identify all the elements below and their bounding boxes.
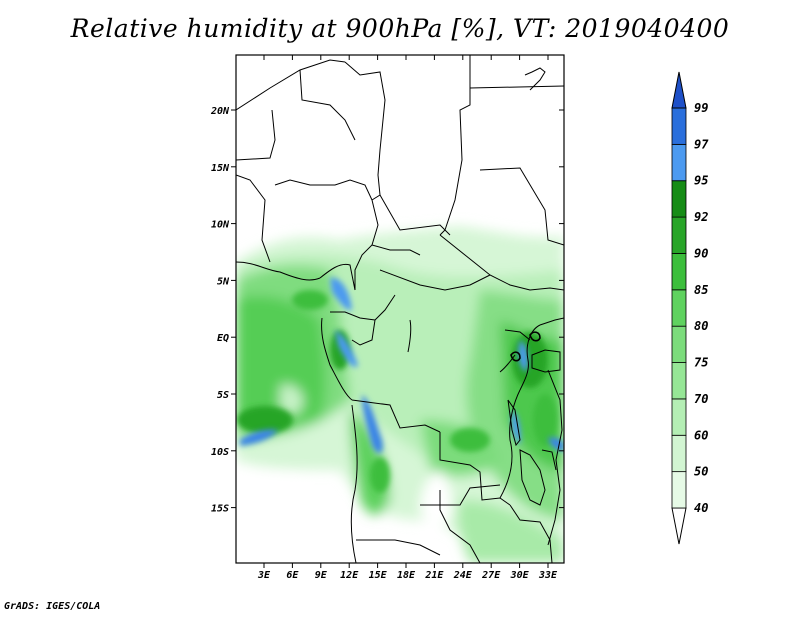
latitude-axis: 20N 15N 10N 5N EQ 5S 10S 15S: [210, 106, 564, 515]
lat-label: 10S: [211, 447, 229, 458]
lon-label: 21E: [424, 570, 444, 581]
lat-label: 15N: [211, 163, 230, 174]
colorbar-label: 40: [694, 501, 708, 515]
colorbar-box: [671, 143, 687, 182]
lat-label: 15S: [211, 504, 229, 515]
lat-label: EQ: [217, 333, 229, 344]
colorbar-box: [671, 362, 687, 400]
colorbar-box: [671, 216, 687, 254]
colorbar-box: [671, 107, 687, 145]
colorbar-box: [671, 471, 687, 509]
colorbar-label: 85: [694, 283, 708, 297]
colorbar-label: 80: [694, 319, 708, 333]
lat-label: 5S: [217, 390, 229, 401]
colorbar-label: 97: [694, 137, 709, 151]
country-borders: [236, 55, 564, 563]
colorbar-max-arrow: [671, 71, 687, 109]
colorbar-label: 60: [694, 428, 708, 442]
lat-label: 10N: [211, 220, 230, 231]
colorbar-label: 75: [694, 356, 708, 370]
longitude-axis: 3E 6E 9E 12E 15E 18E 21E 24E 27E 30E 33E: [257, 55, 558, 581]
colorbar-box: [671, 398, 687, 436]
lat-label: 20N: [210, 106, 230, 117]
colorbar-box: [671, 253, 687, 291]
grads-credit: GrADS: IGES/COLA: [4, 601, 101, 612]
colorbar-box: [671, 434, 687, 473]
lon-label: 24E: [453, 570, 473, 581]
lon-label: 9E: [315, 570, 328, 581]
lon-label: 18E: [397, 570, 416, 581]
lon-label: 6E: [286, 570, 299, 581]
lon-label: 30E: [510, 570, 530, 581]
colorbar-label: 90: [694, 246, 708, 260]
colorbar-label: 50: [694, 465, 708, 479]
humidity-field: [236, 55, 564, 563]
colorbar-box: [671, 180, 687, 218]
colorbar: 40 50 60 70 75 80 85 90 92 95 97 99: [671, 71, 709, 545]
colorbar-label: 92: [694, 210, 708, 224]
map-title: Relative humidity at 900hPa [%], VT: 201…: [70, 14, 730, 43]
lon-label: 3E: [257, 570, 271, 581]
colorbar-box: [671, 325, 687, 363]
colorbar-label: 70: [694, 392, 708, 406]
lon-label: 12E: [340, 570, 359, 581]
colorbar-box: [671, 289, 687, 327]
lon-label: 33E: [538, 570, 558, 581]
lon-label: 15E: [369, 570, 388, 581]
colorbar-label: 99: [694, 101, 708, 115]
lon-label: 27E: [481, 570, 501, 581]
map-frame: [235, 54, 565, 564]
colorbar-label: 95: [694, 174, 708, 188]
lat-label: 5N: [217, 276, 230, 287]
colorbar-min-arrow: [671, 507, 687, 545]
